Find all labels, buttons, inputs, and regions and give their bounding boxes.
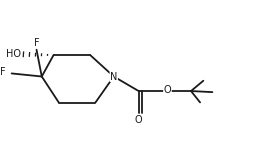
Text: N: N <box>110 71 118 82</box>
Text: F: F <box>34 38 39 48</box>
Text: HO: HO <box>6 49 21 59</box>
Text: O: O <box>164 84 171 95</box>
Text: F: F <box>1 67 6 77</box>
Text: O: O <box>135 115 143 125</box>
